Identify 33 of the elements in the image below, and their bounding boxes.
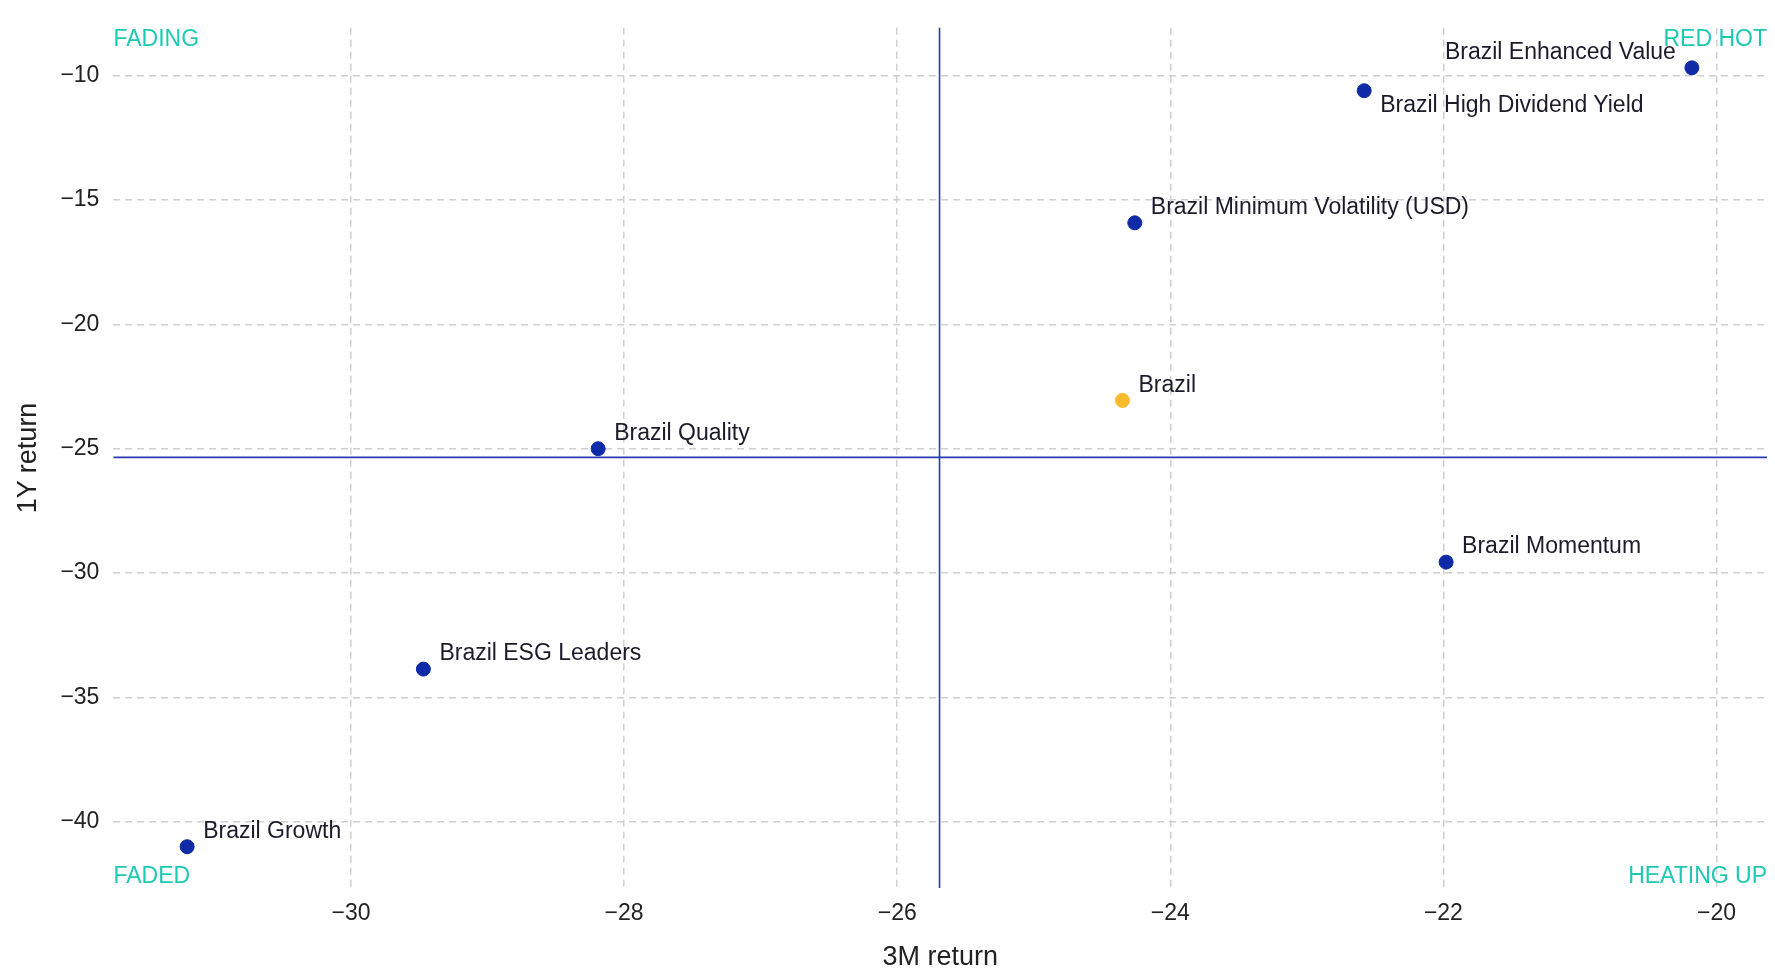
series-label: Brazil	[1138, 370, 1197, 397]
point	[415, 661, 431, 677]
series-label: Brazil Quality	[614, 419, 751, 446]
point	[1684, 60, 1700, 76]
x-tick-label: −24	[1150, 899, 1190, 926]
annotation: FADED	[113, 861, 191, 888]
x-tick-label: −26	[877, 899, 917, 926]
y-tick-label: −15	[60, 185, 100, 212]
x-tick-label: −28	[604, 899, 644, 926]
point	[590, 441, 606, 457]
y-tick-label: −10	[60, 60, 100, 87]
point	[1438, 554, 1454, 570]
x-tick-label: −22	[1423, 899, 1463, 926]
y-tick-label: −40	[60, 807, 100, 834]
series-label: Brazil Momentum	[1462, 532, 1642, 559]
annotation: HEATING UP	[1628, 861, 1767, 888]
y-tick-label: −35	[60, 682, 100, 709]
point	[1127, 215, 1143, 231]
y-tick-label: −25	[60, 434, 100, 461]
series-label: Brazil ESG Leaders	[439, 639, 642, 666]
x-tick-label: −30	[331, 899, 371, 926]
point	[1115, 392, 1130, 408]
y-tick-label: −30	[60, 558, 100, 585]
point	[1356, 83, 1372, 99]
annotation: FADING	[113, 24, 200, 51]
y-axis-title: 1Y return	[11, 402, 42, 514]
series-label: Brazil Growth	[203, 817, 342, 844]
y-tick-label: −20	[60, 309, 100, 336]
x-tick-label: −20	[1696, 899, 1736, 926]
series-label: Brazil Minimum Volatility (USD)	[1150, 193, 1470, 220]
point	[179, 839, 195, 855]
x-axis-title: 3M return	[882, 941, 998, 972]
series-label: Brazil High Dividend Yield	[1380, 91, 1644, 118]
